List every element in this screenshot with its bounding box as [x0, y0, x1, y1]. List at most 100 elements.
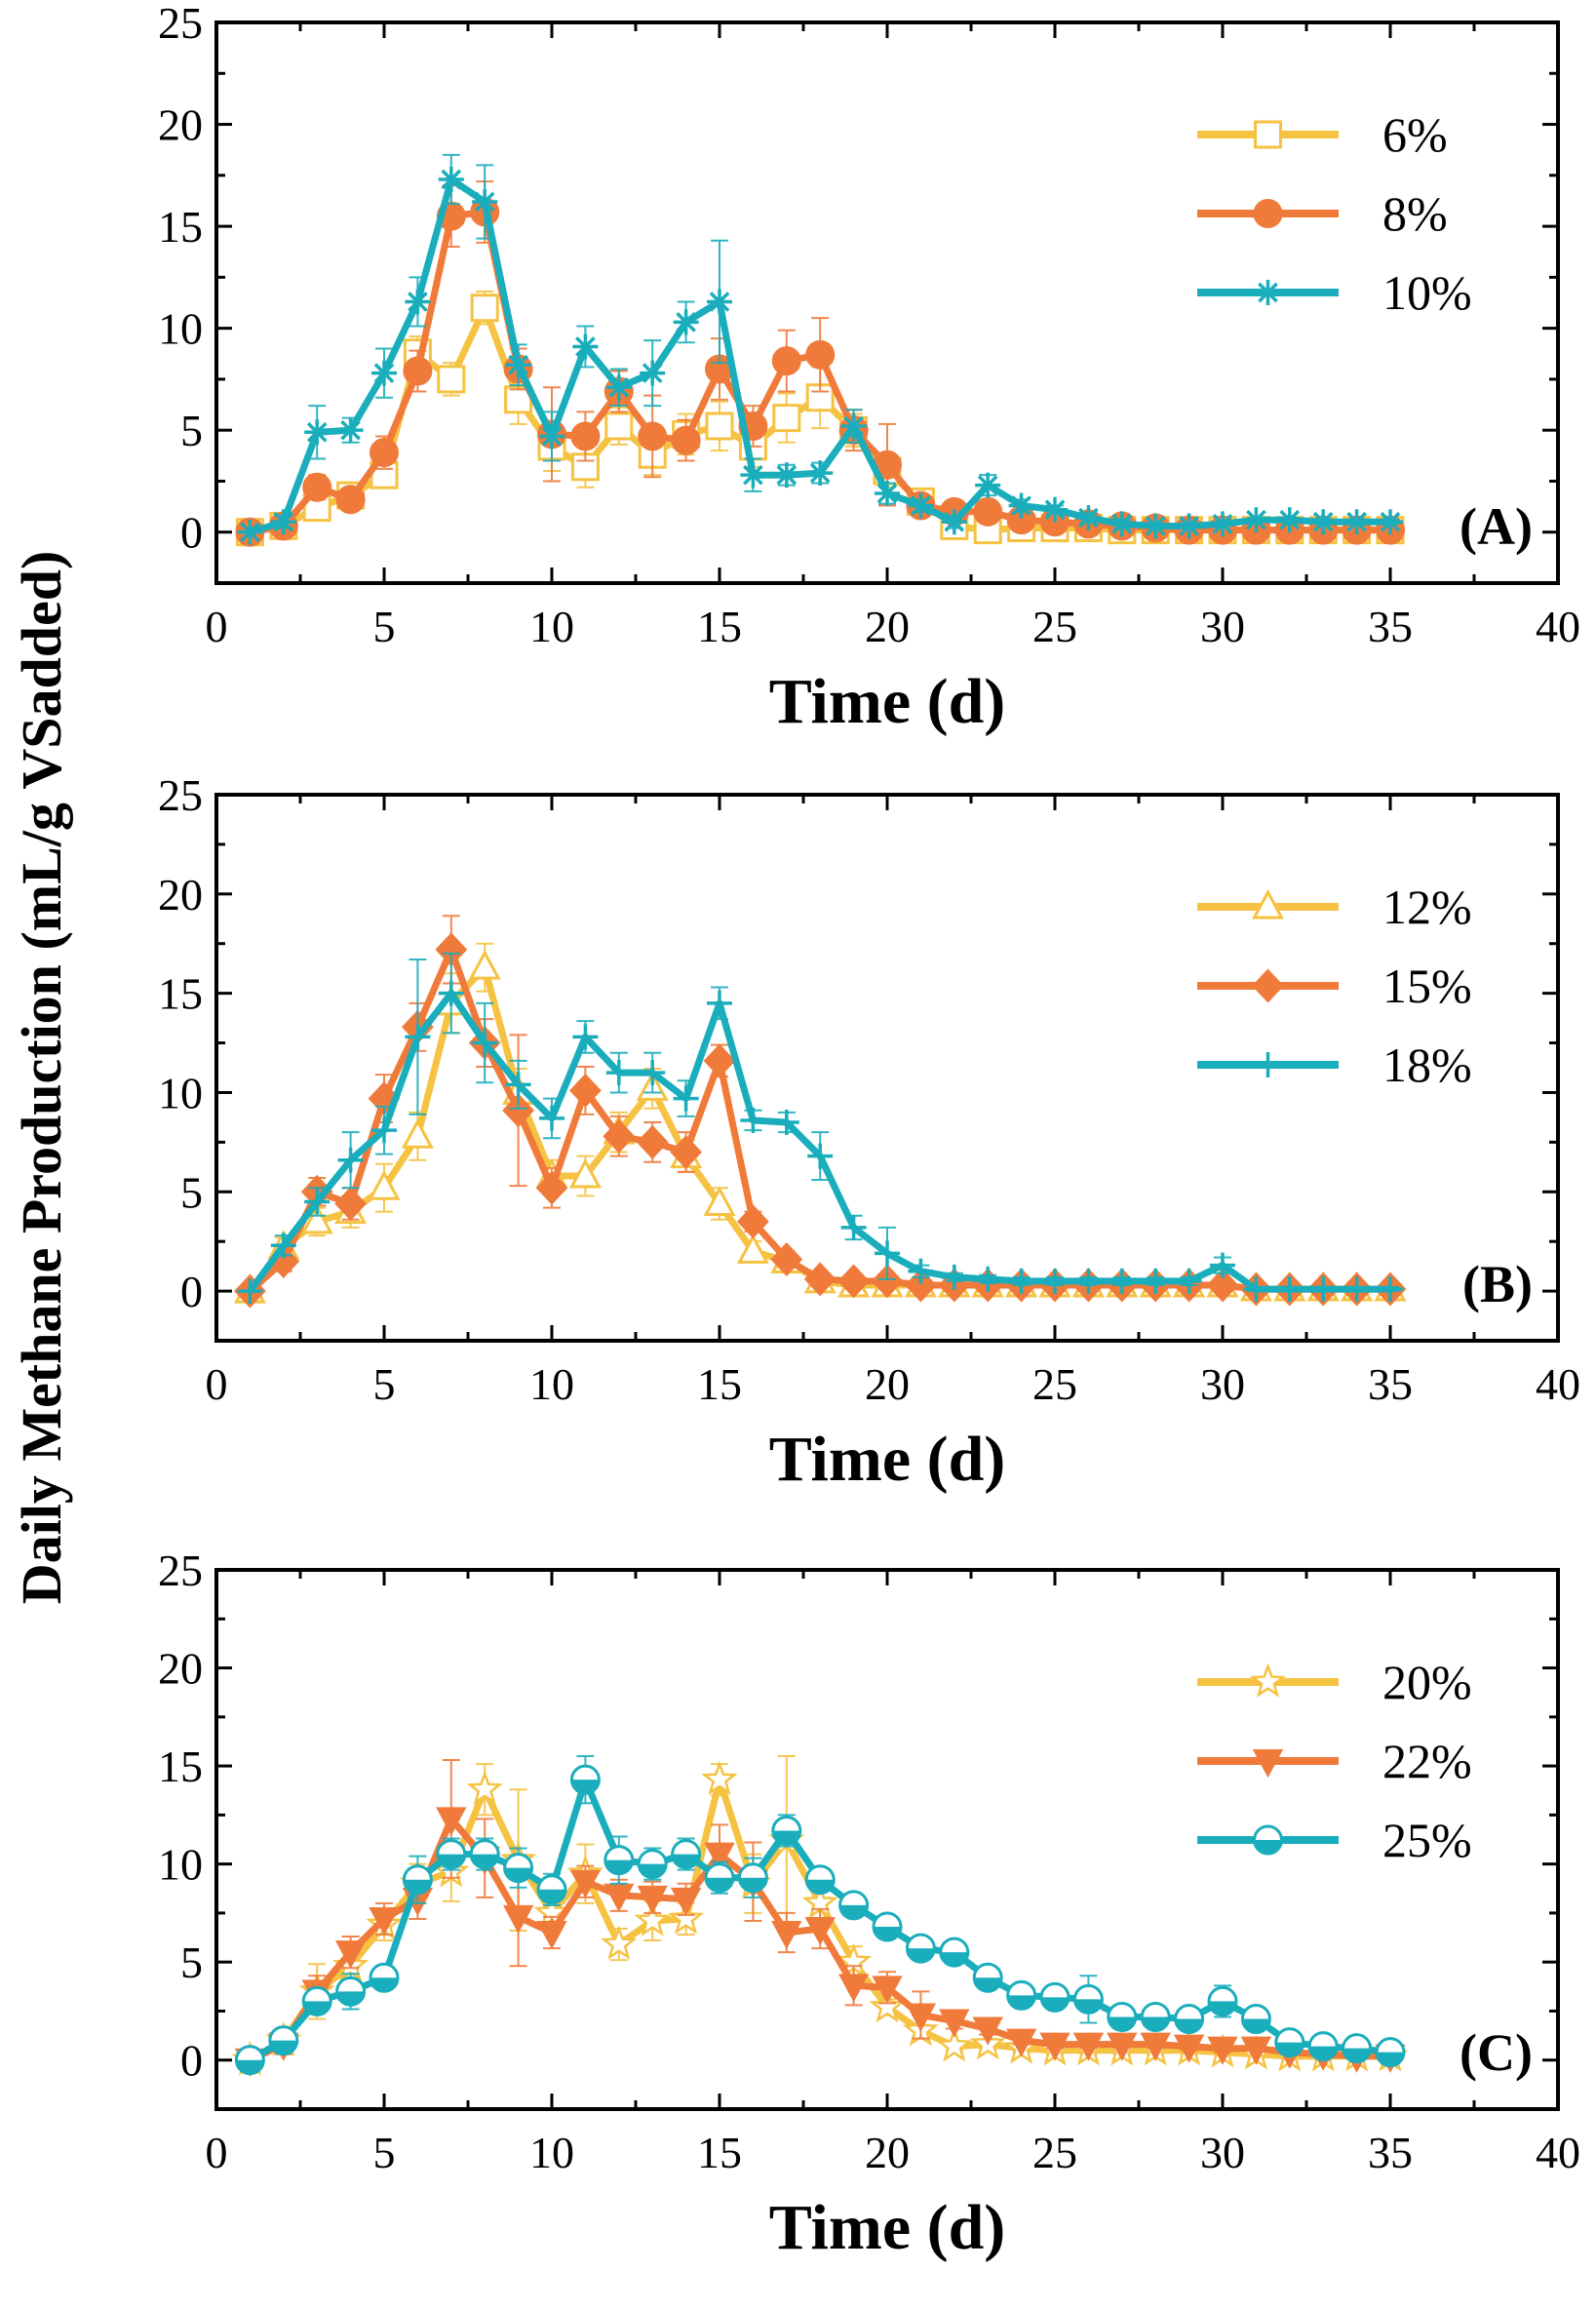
data-point: [1240, 2003, 1271, 2034]
legend-marker: [1253, 1824, 1283, 1856]
y-tick-label: 0: [180, 1267, 203, 1316]
legend-label: 20%: [1382, 1655, 1472, 1709]
y-tick-label: 25: [158, 770, 203, 820]
data-point: [972, 2016, 1003, 2046]
data-point: [337, 417, 364, 444]
data-point: [1143, 513, 1169, 539]
data-point: [939, 1937, 970, 1968]
legend: 20% 22% 25%: [1197, 1655, 1472, 1867]
data-point: [472, 1030, 498, 1056]
data-point: [771, 1921, 802, 1950]
data-point: [304, 1189, 331, 1215]
data-point: [470, 294, 499, 323]
data-point: [1176, 1268, 1202, 1294]
series-group: [235, 153, 1405, 547]
data-point: [604, 411, 634, 441]
data-point: [1207, 1985, 1238, 2016]
y-tick-label: 5: [180, 1167, 203, 1217]
data-point: [1207, 2036, 1238, 2065]
data-point: [740, 1107, 766, 1133]
data-point: [371, 1117, 397, 1144]
data-point: [1210, 1252, 1235, 1278]
data-point: [1008, 1268, 1034, 1294]
data-point: [369, 1962, 400, 1993]
legend: 12% 15% 18%: [1197, 880, 1472, 1092]
series-group: [233, 915, 1407, 1309]
data-point: [1075, 1268, 1102, 1294]
data-point: [438, 980, 464, 1006]
data-point: [975, 1266, 1001, 1292]
data-point: [502, 1093, 534, 1128]
data-point: [605, 1060, 632, 1086]
data-point: [1143, 1268, 1169, 1294]
data-point: [704, 1862, 735, 1894]
data-point: [771, 1815, 802, 1846]
y-tick-label: 20: [158, 870, 203, 920]
data-point: [1109, 1268, 1135, 1294]
data-point: [1008, 492, 1034, 519]
x-tick-label: 30: [1200, 1359, 1245, 1409]
data-point: [402, 1864, 433, 1896]
data-point: [569, 1869, 602, 1898]
data-point: [237, 519, 263, 545]
data-point: [869, 1987, 906, 2023]
series-10%: [237, 153, 1403, 545]
data-point: [1173, 2034, 1205, 2063]
data-point: [1210, 511, 1235, 537]
data-point: [740, 462, 766, 489]
data-point: [334, 1187, 367, 1221]
data-point: [1107, 2032, 1138, 2061]
data-point: [804, 1916, 836, 1946]
legend-label: 25%: [1382, 1813, 1472, 1867]
x-tick-label: 35: [1368, 1359, 1413, 1409]
data-point: [438, 167, 464, 192]
legend-marker: [1252, 1749, 1284, 1779]
data-point: [368, 1170, 401, 1200]
series-15%: [234, 915, 1407, 1309]
data-point: [703, 1043, 736, 1078]
y-tick-label: 20: [158, 100, 203, 150]
x-tick-label: 0: [206, 602, 228, 651]
series-group: [231, 1755, 1409, 2077]
series-25%: [234, 1755, 1406, 2076]
data-point: [1072, 1983, 1104, 2015]
data-point: [505, 1072, 531, 1098]
y-tick-label: 0: [180, 2036, 203, 2086]
legend-label: 18%: [1382, 1037, 1472, 1092]
axis-ticks: 0 5 10 15 20 25 30 35 40 0 5 10 15 20 25: [158, 770, 1580, 1409]
y-tick-label: 15: [158, 202, 203, 252]
data-point: [337, 1147, 364, 1173]
data-point: [939, 2009, 970, 2038]
x-tick-label: 10: [529, 1359, 574, 1409]
data-point: [668, 1899, 705, 1935]
x-tick-label: 10: [529, 2128, 574, 2177]
x-tick-label: 20: [865, 1359, 910, 1409]
data-point: [369, 1906, 400, 1937]
data-point: [472, 189, 498, 215]
data-point: [736, 1233, 769, 1264]
data-point: [1176, 513, 1202, 539]
axis-ticks: 0 5 10 15 20 25 30 35 40 0 5 10 15 20 25: [158, 1546, 1580, 2177]
data-point: [805, 339, 836, 370]
legend-label: 10%: [1382, 265, 1472, 320]
data-point: [840, 1214, 867, 1240]
data-point: [634, 1901, 671, 1937]
data-point: [772, 404, 801, 433]
y-tick-label: 25: [158, 1546, 203, 1595]
data-point: [535, 1170, 568, 1205]
data-point: [304, 419, 331, 446]
x-tick-label: 40: [1536, 1359, 1580, 1409]
data-point: [737, 1862, 768, 1894]
data-point: [872, 1976, 903, 2005]
legend-label: 12%: [1382, 880, 1472, 934]
data-point: [1174, 2003, 1205, 2034]
legend-marker: [1255, 280, 1281, 305]
data-point: [905, 1933, 936, 1964]
data-point: [1342, 2033, 1373, 2064]
data-point: [536, 1921, 567, 1950]
data-point: [737, 1204, 769, 1239]
y-tick-label: 15: [158, 969, 203, 1019]
data-point: [1240, 2036, 1272, 2065]
data-point: [335, 485, 366, 515]
data-point: [1343, 509, 1370, 535]
